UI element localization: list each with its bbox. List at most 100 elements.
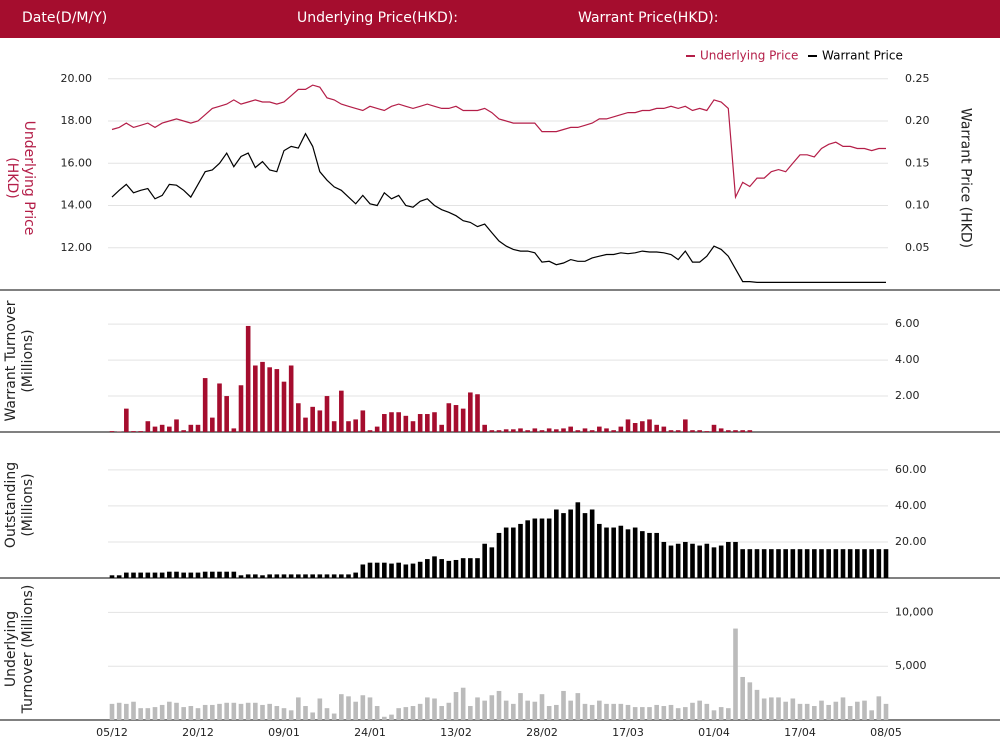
bar [611, 430, 616, 432]
bar [432, 412, 437, 432]
bar [862, 549, 867, 578]
bar [797, 549, 803, 578]
bar [554, 429, 559, 432]
bar [539, 518, 545, 578]
bar [611, 703, 616, 720]
axis-label: Outstanding (Millions) [3, 461, 36, 549]
bar [217, 571, 222, 578]
bar [274, 369, 280, 432]
bar [582, 513, 588, 578]
bar [718, 545, 724, 578]
bar [274, 574, 280, 578]
header-underlying: Underlying Price(HKD): [297, 10, 458, 26]
bar [503, 527, 509, 578]
bar [310, 574, 315, 578]
bar [632, 423, 638, 432]
bar [317, 410, 323, 432]
bar [790, 549, 796, 578]
bar [475, 697, 480, 720]
bar [683, 419, 688, 432]
bar [432, 698, 437, 720]
bar [124, 572, 129, 578]
bar [353, 701, 358, 720]
x-tick-label: 17/04 [784, 726, 816, 739]
bar [740, 430, 745, 432]
bar [783, 549, 788, 578]
bar [367, 562, 373, 578]
y-tick-label: 14.00 [61, 199, 93, 212]
bar [195, 572, 201, 578]
bar [353, 419, 358, 432]
bar [733, 541, 738, 578]
y-tick-label: 12.00 [61, 241, 93, 254]
bar [210, 571, 215, 578]
bar [238, 703, 244, 720]
bar [131, 572, 136, 578]
bar [159, 572, 165, 578]
bar [210, 704, 215, 720]
legend-label: Underlying Price [700, 49, 798, 63]
bar [511, 429, 516, 432]
bar [697, 545, 702, 578]
bar [159, 424, 165, 432]
bar [145, 708, 151, 720]
bar [482, 700, 487, 720]
bar [575, 693, 581, 720]
axis-label: Warrant Turnover (Millions) [3, 300, 36, 422]
bar [339, 694, 344, 720]
bar [245, 325, 251, 432]
bar [238, 575, 244, 578]
bar [231, 702, 237, 720]
bar [482, 424, 487, 432]
bar [389, 714, 394, 720]
bar [532, 701, 538, 720]
bar [195, 708, 201, 720]
bar [167, 701, 172, 720]
bar [188, 706, 194, 720]
bar [396, 708, 401, 720]
bar [224, 702, 229, 720]
bar [152, 426, 158, 432]
y-tick-label: 0.05 [905, 241, 930, 254]
bar [668, 704, 674, 720]
bar [539, 430, 545, 432]
bar [761, 698, 767, 720]
bar [561, 428, 566, 432]
bar [296, 697, 301, 720]
series-line [111, 84, 886, 200]
bar [253, 365, 258, 432]
bar [317, 574, 323, 578]
bar [668, 430, 674, 432]
bar [683, 541, 688, 578]
bar [575, 502, 581, 578]
bar [554, 509, 559, 578]
bar [425, 697, 430, 720]
bar [138, 708, 143, 720]
bar [396, 562, 401, 578]
bar [554, 704, 559, 720]
bar [116, 575, 122, 578]
bar [589, 509, 595, 578]
y-tick-label: 6.00 [895, 317, 920, 330]
bar [202, 704, 208, 720]
bar [417, 414, 423, 432]
bar [804, 703, 810, 720]
bar [446, 560, 452, 578]
bar [518, 523, 523, 578]
bar [582, 703, 588, 720]
bar [217, 703, 222, 720]
bar [317, 698, 323, 720]
bar [647, 707, 652, 720]
bar [403, 564, 409, 578]
bar [568, 509, 573, 578]
bar [116, 702, 122, 720]
y-tick-label: 4.00 [895, 353, 920, 366]
bar [453, 559, 459, 578]
bar [195, 424, 201, 432]
bar [303, 574, 308, 578]
y-tick-label: 0.25 [905, 72, 930, 85]
bar [460, 558, 466, 578]
bar [546, 706, 552, 720]
bar [346, 421, 351, 432]
